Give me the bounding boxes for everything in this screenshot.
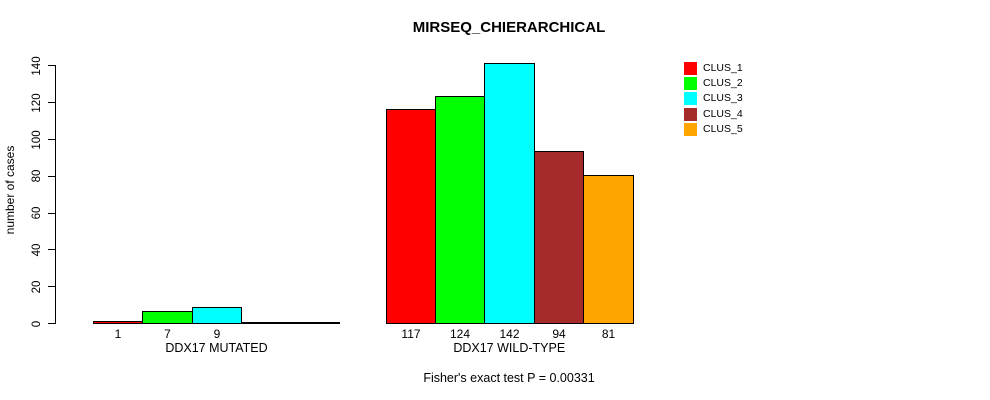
legend-item-clus_1: CLUS_1 [684,62,743,75]
legend-swatch-clus_4 [684,107,697,121]
bar-value-label: 124 [449,327,471,341]
y-axis-tick [48,139,55,140]
y-axis-tick-label: 120 [31,93,43,113]
legend-item-clus_5: CLUS_5 [684,122,743,136]
legend-swatch-clus_1 [684,62,697,75]
bar-ddx17-wild-type-clus_2 [435,96,485,324]
y-axis-tick-label: 140 [31,56,43,76]
legend-label: CLUS_1 [703,62,743,74]
bar-value-label: 7 [164,327,171,341]
bar-ddx17-wild-type-clus_5 [583,175,634,324]
bar-value-label: 142 [499,327,520,341]
y-axis-tick-label: 40 [31,243,43,257]
y-axis-tick [48,323,55,324]
legend-item-clus_4: CLUS_4 [684,107,743,121]
y-axis-tick [48,175,55,177]
legend-item-clus_2: CLUS_2 [684,77,743,91]
bar-ddx17-mutated-clus_1 [93,321,143,324]
fisher-test-annotation: Fisher's exact test P = 0.00331 [423,371,595,385]
y-axis-tick [48,65,55,67]
y-axis-tick [48,249,55,251]
y-axis-tick-label: 80 [31,169,43,183]
bar-value-label: 117 [401,327,421,341]
y-axis-tick-label: 0 [31,320,43,327]
legend-label: CLUS_2 [703,77,743,90]
legend-label: CLUS_5 [703,122,743,135]
bar-ddx17-wild-type-clus_4 [534,151,584,324]
y-axis-tick [48,102,55,104]
chart-title: MIRSEQ_CHIERARCHICAL [412,19,606,36]
y-axis-tick-label: 20 [31,280,43,294]
legend-label: CLUS_3 [703,92,743,105]
y-axis-label: number of cases [3,145,17,235]
group-label: DDX17 MUTATED [165,341,268,355]
legend-swatch-clus_3 [684,92,697,106]
bar-value-label: 9 [213,327,221,341]
legend-item-clus_3: CLUS_3 [684,92,743,106]
bar-ddx17-mutated-clus_2 [142,311,193,324]
legend-swatch-clus_2 [684,77,697,91]
bar-ddx17-mutated-clus_3 [192,307,242,324]
legend-swatch-clus_5 [684,122,697,136]
bar-value-label: 1 [114,327,122,341]
y-axis-tick [48,286,55,288]
bar-ddx17-wild-type-clus_3 [484,63,535,324]
y-axis-tick-label: 60 [31,206,43,220]
group-label: DDX17 WILD-TYPE [453,341,566,355]
y-axis-line [55,65,56,324]
bar-ddx17-wild-type-clus_1 [386,109,436,324]
y-axis-tick [48,212,55,214]
y-axis-tick-label: 100 [31,129,43,150]
bar-value-label: 81 [601,327,616,341]
legend-label: CLUS_4 [703,107,743,120]
bar-value-label: 94 [552,327,566,341]
